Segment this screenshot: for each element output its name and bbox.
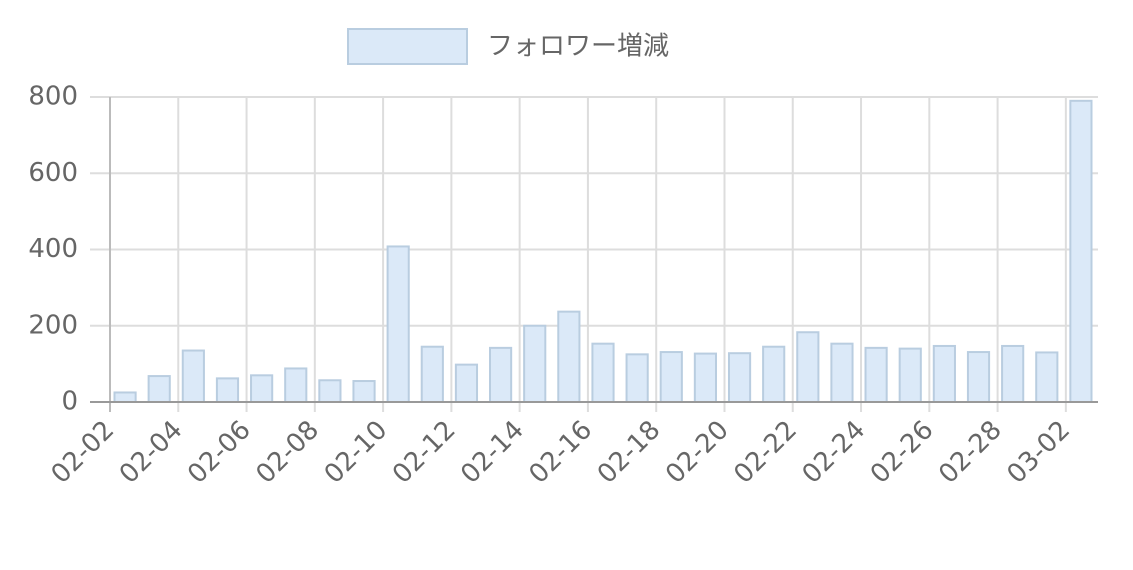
bar <box>215 377 240 403</box>
bar <box>181 349 205 403</box>
x-tick-label: 02-26 <box>865 415 940 490</box>
bar <box>352 380 376 403</box>
x-tick-label: 02-24 <box>797 415 872 490</box>
bar <box>625 353 649 403</box>
bar <box>113 391 137 403</box>
bar <box>830 342 854 404</box>
bar <box>796 331 820 404</box>
bar <box>932 344 956 403</box>
legend-swatch <box>347 28 468 65</box>
bar <box>762 345 786 403</box>
x-tick-label: 02-02 <box>46 415 121 490</box>
bar <box>1035 351 1059 403</box>
bar <box>420 345 444 403</box>
bar <box>523 324 547 403</box>
bar <box>250 374 274 403</box>
x-tick-label: 02-08 <box>250 415 325 490</box>
y-tick-label: 600 <box>28 158 78 188</box>
bar <box>1001 344 1025 403</box>
x-tick-label: 02-14 <box>455 415 530 490</box>
x-tick-label: 02-06 <box>182 415 257 490</box>
x-tick-label: 02-22 <box>728 415 803 490</box>
y-tick-label: 400 <box>28 234 78 264</box>
bar <box>591 342 615 404</box>
bar <box>659 351 683 403</box>
bar <box>454 363 479 404</box>
bar <box>147 375 171 404</box>
bar <box>1069 99 1093 403</box>
y-tick-label: 0 <box>61 387 78 417</box>
bar <box>693 352 717 403</box>
x-tick-label: 02-28 <box>933 415 1008 490</box>
x-tick-label: 03-02 <box>1001 415 1076 490</box>
bar <box>284 367 308 404</box>
y-tick-label: 800 <box>28 82 78 112</box>
x-tick-label: 02-12 <box>387 415 462 490</box>
bar <box>489 346 513 403</box>
x-tick-label: 02-18 <box>592 415 667 490</box>
x-tick-label: 02-10 <box>319 415 394 490</box>
bar <box>727 352 752 404</box>
bar <box>318 379 342 403</box>
bar <box>864 346 888 403</box>
bar <box>966 351 991 403</box>
x-tick-label: 02-04 <box>114 415 189 490</box>
bar <box>386 245 410 403</box>
legend-label: フォロワー増減 <box>487 32 669 62</box>
y-tick-label: 200 <box>28 310 78 340</box>
x-tick-label: 02-20 <box>660 415 735 490</box>
bar <box>557 310 581 403</box>
bar <box>898 347 922 403</box>
x-tick-label: 02-16 <box>524 415 599 490</box>
